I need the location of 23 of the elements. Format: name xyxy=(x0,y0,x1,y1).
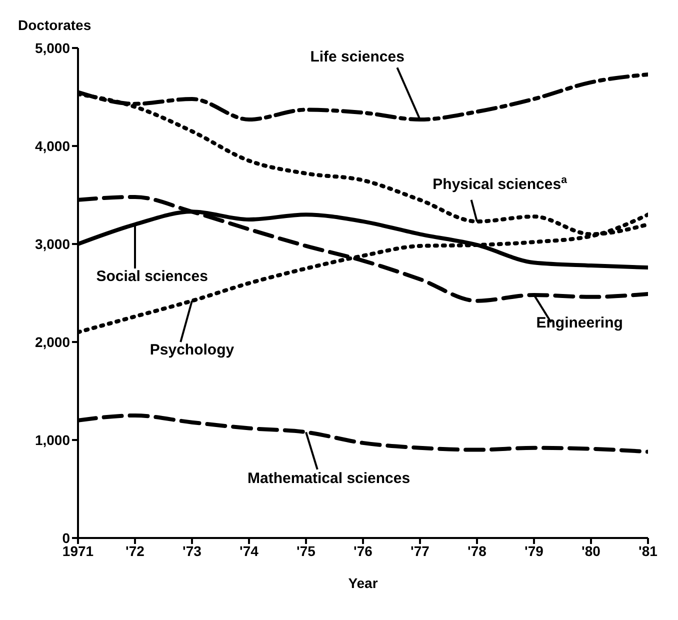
x-tick-label: '78 xyxy=(468,542,487,559)
x-tick-label: '80 xyxy=(582,542,601,559)
x-tick-label: '79 xyxy=(524,542,544,559)
series-label: Physical sciences$^{a}$ xyxy=(432,174,568,194)
x-tick-label: '73 xyxy=(182,542,202,559)
x-tick-label: '72 xyxy=(126,542,145,559)
y-tick-label: 1,000 xyxy=(34,432,70,448)
series-label: Mathematical sciences xyxy=(248,470,410,488)
x-tick-label: '81 xyxy=(638,542,658,559)
series-label: Psychology xyxy=(150,342,235,359)
x-tick-label: '76 xyxy=(354,542,373,559)
x-tick-label: '75 xyxy=(296,542,316,559)
x-tick-label: '74 xyxy=(240,542,259,559)
y-tick-label: 2,000 xyxy=(34,334,70,350)
y-tick-label: 5,000 xyxy=(34,40,70,56)
series-label: Engineering xyxy=(536,314,623,332)
x-axis-title: Year xyxy=(348,575,378,591)
text: Life sciences xyxy=(310,48,404,66)
series-label: Social sciences xyxy=(96,268,208,286)
y-tick-label: 4,000 xyxy=(34,138,70,154)
y-axis-title: Doctorates xyxy=(18,17,92,33)
y-tick-label: 3,000 xyxy=(34,236,70,252)
x-tick-label: '77 xyxy=(410,542,430,559)
